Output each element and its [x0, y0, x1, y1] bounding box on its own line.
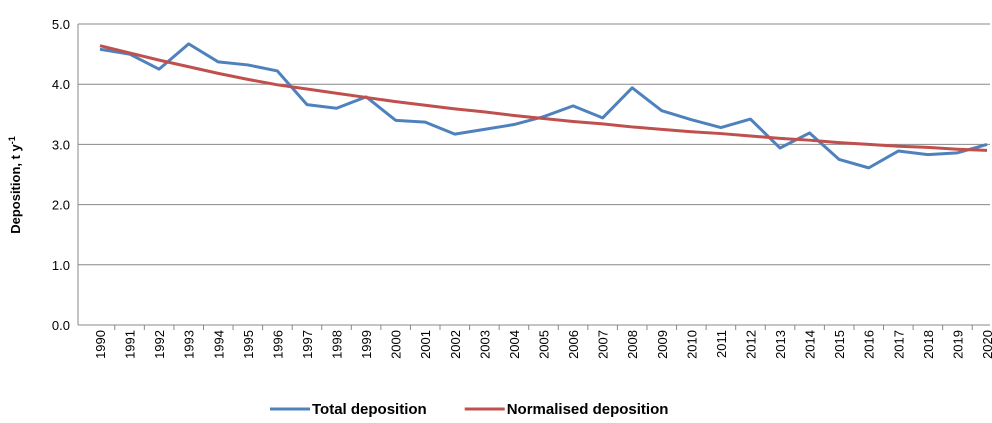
- series-line: [99, 42, 988, 170]
- x-tick-label: 1998: [330, 330, 345, 359]
- x-tick-label: 2006: [566, 330, 581, 359]
- x-tick-label: 1995: [241, 330, 256, 359]
- x-tick-label: 1996: [270, 330, 285, 359]
- legend-label: Normalised deposition: [507, 401, 669, 418]
- y-tick-label: 5.0: [52, 17, 70, 32]
- legend-label: Total deposition: [312, 401, 427, 418]
- x-tick-label: 2019: [950, 330, 965, 359]
- series-line: [99, 44, 988, 152]
- x-tick-label: 2003: [477, 330, 492, 359]
- y-axis-label: Deposition, t y-1: [7, 136, 23, 234]
- x-tick-label: 2002: [448, 330, 463, 359]
- x-tick-label: 1997: [300, 330, 315, 359]
- x-tick-label: 1990: [93, 330, 108, 359]
- x-tick-label: 2010: [684, 330, 699, 359]
- y-tick-label: 4.0: [52, 77, 70, 92]
- x-tick-label: 1991: [123, 330, 138, 359]
- x-tick-label: 2012: [743, 330, 758, 359]
- x-tick-label: 2017: [891, 330, 906, 359]
- x-tick-label: 2007: [596, 330, 611, 359]
- y-tick-label: 1.0: [52, 258, 70, 273]
- x-tick-label: 2001: [418, 330, 433, 359]
- x-tick-label: 2016: [862, 330, 877, 359]
- x-tick-label: 2020: [980, 330, 992, 359]
- x-tick-label: 2005: [537, 330, 552, 359]
- x-tick-label: 2015: [832, 330, 847, 359]
- y-axis-label-sup: -1: [7, 136, 17, 144]
- x-tick-label: 2014: [803, 330, 818, 359]
- x-tick-label: 2009: [655, 330, 670, 359]
- x-tick-label: 2004: [507, 330, 522, 359]
- x-tick-label: 1994: [211, 330, 226, 359]
- x-tick-label: 1999: [359, 330, 374, 359]
- x-tick-label: 2011: [714, 330, 729, 358]
- x-tick-label: 2000: [389, 330, 404, 359]
- y-axis-label-text: Deposition, t y: [8, 143, 23, 233]
- x-tick-label: 2013: [773, 330, 788, 359]
- y-tick-label: 3.0: [52, 137, 70, 152]
- x-tick-label: 1993: [182, 330, 197, 359]
- y-tick-label: 2.0: [52, 198, 70, 213]
- x-tick-label: 2008: [625, 330, 640, 359]
- x-tick-label: 1992: [152, 330, 167, 359]
- x-tick-label: 2018: [921, 330, 936, 359]
- y-tick-label: 0.0: [52, 318, 70, 333]
